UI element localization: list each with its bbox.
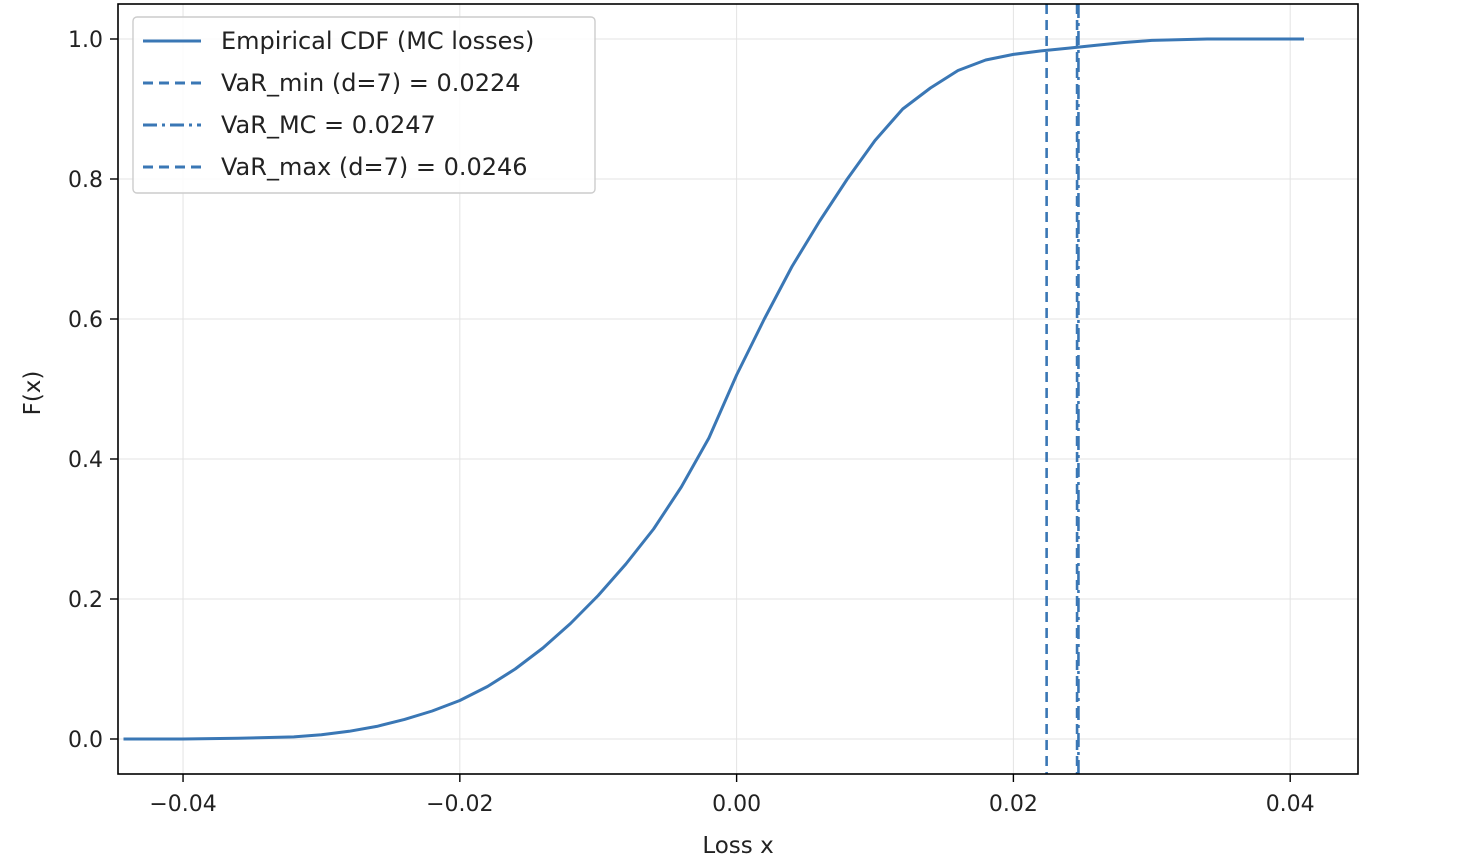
legend: Empirical CDF (MC losses) VaR_min (d=7) =…	[132, 16, 596, 194]
y-tick-label: 0.8	[68, 168, 103, 193]
plot-lines	[123, 4, 1304, 774]
x-axis-label: Loss x	[702, 833, 773, 859]
plot-frame	[117, 3, 1359, 775]
x-tick-label: −0.04	[149, 792, 216, 817]
y-tick-label: 0.0	[68, 728, 103, 753]
x-tick-label: 0.02	[989, 792, 1038, 817]
legend-label: VaR_MC = 0.0247	[221, 111, 436, 139]
cdf-line	[123, 37, 1304, 741]
x-tick-label: −0.02	[426, 792, 493, 817]
y-axis-label: F(x)	[20, 371, 46, 416]
legend-label: Empirical CDF (MC losses)	[221, 27, 534, 55]
legend-label: VaR_max (d=7) = 0.0246	[221, 153, 528, 181]
y-tick-label: 0.4	[68, 448, 103, 473]
y-tick-label: 0.2	[68, 588, 103, 613]
x-tick-label: 0.04	[1266, 792, 1315, 817]
ticks: −0.04 −0.02 0.00 0.02 0.04 0.0 0.2 0.4 0.6 0.8 1.0	[68, 28, 1315, 817]
y-tick-label: 1.0	[68, 28, 103, 53]
legend-label: VaR_min (d=7) = 0.0224	[221, 69, 521, 97]
x-tick-label: 0.00	[712, 792, 761, 817]
legend-box	[132, 16, 596, 194]
y-tick-label: 0.6	[68, 308, 103, 333]
